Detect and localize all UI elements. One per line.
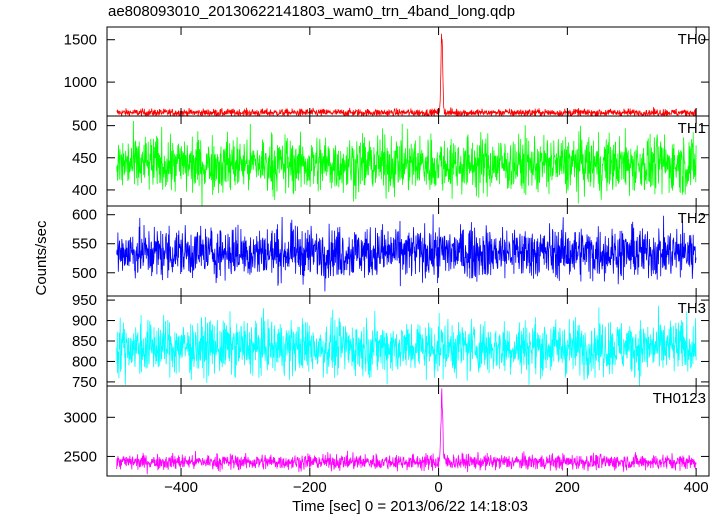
y-tick-label: 2500	[64, 448, 97, 465]
x-tick-label: −400	[164, 479, 198, 496]
series-label-th0123: TH0123	[653, 390, 706, 407]
panel-frame	[106, 26, 710, 117]
series-label-th2: TH2	[678, 210, 706, 227]
y-tick-label: 900	[72, 313, 97, 330]
panel-th0123: 2500 3000 TH0123	[64, 385, 710, 477]
panel-th1: 400 450 500 TH1	[72, 115, 710, 207]
y-tick-label: 1000	[64, 74, 97, 91]
y-tick-label: 850	[72, 333, 97, 350]
panel-th3: 750 800 850 900 950 TH3	[72, 292, 710, 391]
y-tick-label: 800	[72, 353, 97, 370]
y-tick-label: 500	[72, 265, 97, 282]
panel-frame	[106, 385, 710, 477]
x-axis: −400 −200 0 200 400	[164, 479, 708, 496]
x-tick-label: 400	[684, 479, 709, 496]
series-line-th0	[116, 33, 697, 116]
panel-th0: 1000 1500 TH0	[64, 26, 710, 117]
y-tick-label: 500	[72, 118, 97, 135]
y-tick-label: 750	[72, 374, 97, 391]
series-line-th2	[116, 214, 697, 292]
series-line-th0123	[116, 388, 697, 475]
series-label-th1: TH1	[678, 120, 706, 137]
y-tick-label: 950	[72, 292, 97, 309]
x-tick-label: −200	[293, 479, 327, 496]
series-label-th0: TH0	[678, 31, 706, 48]
series-line-th3	[116, 305, 697, 386]
y-tick-label: 3000	[64, 409, 97, 426]
series-label-th3: TH3	[678, 300, 706, 317]
y-axis-title: Counts/sec	[33, 220, 50, 296]
panels: 1000 1500 TH0 400 450 500 TH1 500 550 600 TH2 750 80…	[64, 26, 710, 477]
y-tick-label: 1500	[64, 32, 97, 49]
chart-title: ae808093010_20130622141803_wam0_trn_4ban…	[108, 3, 515, 20]
panel-th2: 500 550 600 TH2	[72, 205, 710, 297]
y-tick-label: 450	[72, 150, 97, 167]
x-tick-label: 0	[434, 479, 442, 496]
y-tick-label: 600	[72, 207, 97, 224]
series-line-th1	[116, 120, 697, 206]
y-tick-label: 550	[72, 236, 97, 253]
x-axis-title: Time [sec] 0 = 2013/06/22 14:18:03	[292, 498, 528, 515]
y-tick-label: 400	[72, 182, 97, 199]
x-tick-label: 200	[555, 479, 580, 496]
